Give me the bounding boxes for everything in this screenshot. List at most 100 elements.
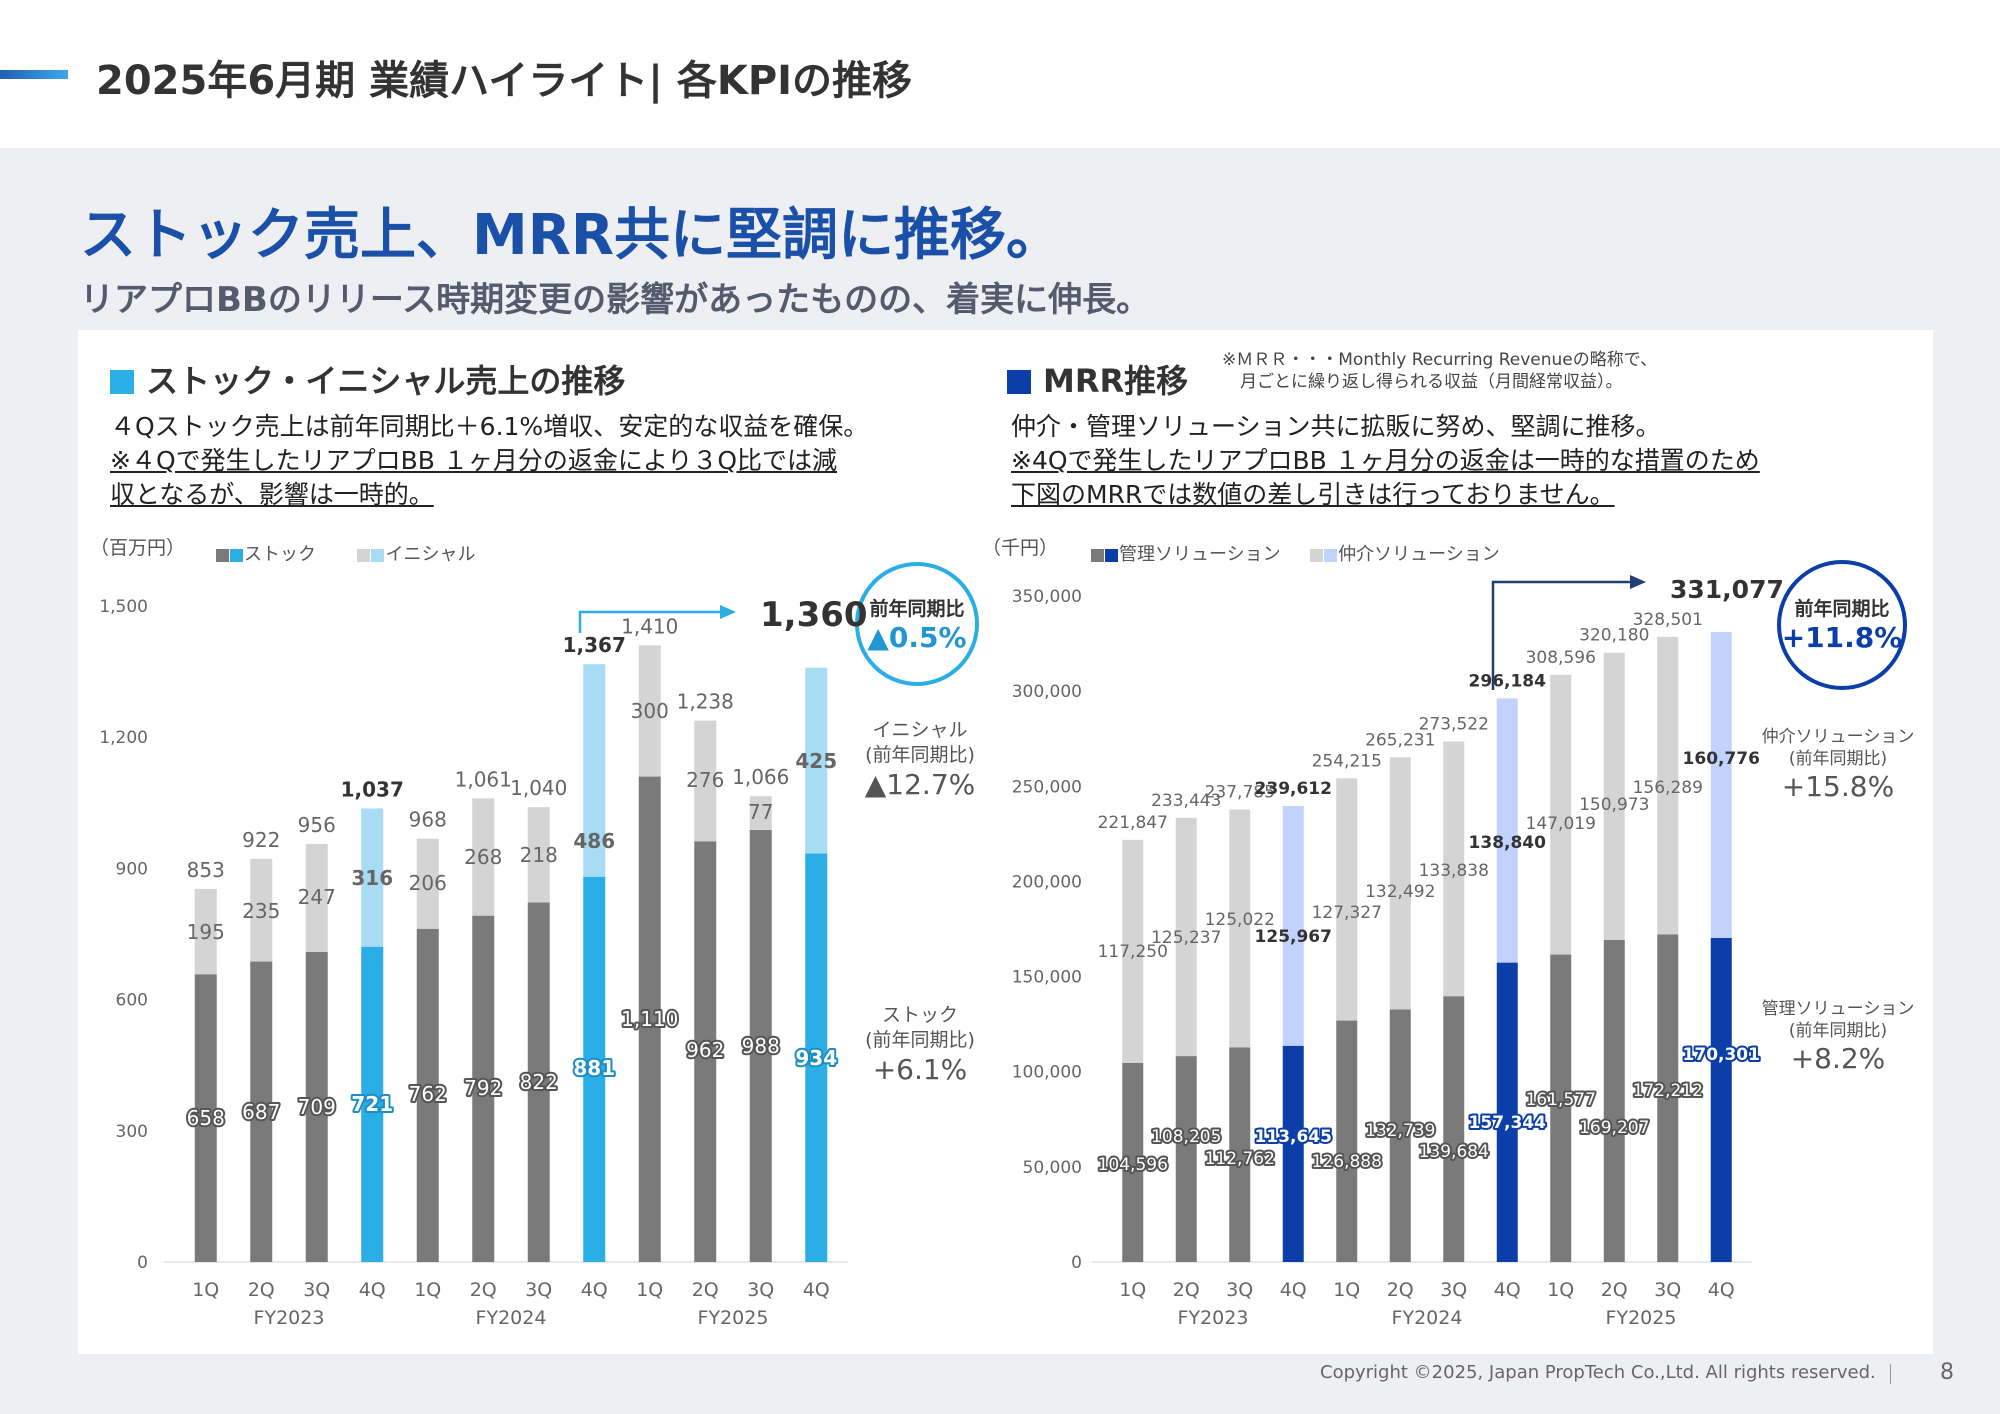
stock-value-label: 721 <box>351 1092 393 1116</box>
stock-bar <box>416 928 439 1262</box>
left-total-label: 968 <box>409 808 447 832</box>
left-yoy-circle: 前年同期比 ▲0.5% <box>855 562 979 686</box>
left-category-label: 1Q <box>192 1279 219 1301</box>
broker-bar <box>1603 652 1625 941</box>
stock-bar <box>305 951 328 1262</box>
left-group-label: FY2025 <box>698 1307 769 1329</box>
left-category-label: 2Q <box>692 1279 719 1301</box>
left-section-title: ストック・イニシャル売上の推移 <box>110 356 625 402</box>
stock-bar <box>805 853 828 1262</box>
arrow-head-icon <box>1630 575 1646 589</box>
broker-bar <box>1229 809 1251 1048</box>
right-category-label: 4Q <box>1280 1279 1307 1301</box>
initial-bar <box>194 888 217 975</box>
mgmt-bar <box>1389 1009 1411 1262</box>
page-number: 8 <box>1940 1360 1954 1385</box>
stock-value-label: 962 <box>686 1038 724 1062</box>
legend-initial-swatch <box>357 544 385 565</box>
left-trend-arrow <box>578 610 720 633</box>
left-category-label: 2Q <box>248 1279 275 1301</box>
right-category-label: 1Q <box>1547 1279 1574 1301</box>
legend-initial-label: イニシャル <box>385 544 476 565</box>
stock-value-label: 934 <box>795 1046 837 1070</box>
footer-separator <box>1890 1364 1891 1384</box>
left-category-label: 2Q <box>470 1279 497 1301</box>
copyright-text: Copyright ©2025, Japan PropTech Co.,Ltd.… <box>1320 1362 1876 1383</box>
right-legend: 管理ソリューション 仲介ソリューション <box>1091 540 1500 566</box>
initial-value-label: 195 <box>187 920 225 944</box>
mgmt-value-label: 161,577 <box>1526 1090 1596 1110</box>
right-desc-line2: ※4Qで発生したリアプロBB １ヶ月分の返金は一時的な措置のため <box>1011 446 1760 475</box>
mrr-note: ※ＭＲＲ・・・Monthly Recurring Revenueの略称で、 月ご… <box>1222 349 1657 393</box>
initial-bar <box>305 843 328 952</box>
broker-bar <box>1496 698 1518 963</box>
left-category-label: 1Q <box>636 1279 663 1301</box>
initial-bar <box>583 664 606 877</box>
mgmt-bar <box>1657 934 1679 1262</box>
right-unit-label: （千円） <box>982 537 1059 559</box>
right-group-label: FY2025 <box>1606 1307 1677 1329</box>
yoy-broker-sub: (前年同期比) <box>1788 749 1888 769</box>
right-ytick-label: 50,000 <box>1023 1158 1082 1178</box>
right-category-label: 2Q <box>1173 1279 1200 1301</box>
left-desc-line3: 収となるが、影響は一時的。 <box>110 480 434 509</box>
stock-bar <box>527 902 550 1262</box>
right-total-label: 237,785 <box>1205 783 1275 803</box>
left-ytick-label: 0 <box>137 1253 148 1273</box>
broker-bar <box>1282 806 1304 1046</box>
page-title: 2025年6月期 業績ハイライト| 各KPIの推移 <box>96 58 913 104</box>
header-accent-line <box>0 70 68 79</box>
legend-stock-label: ストック <box>244 544 316 565</box>
broker-value-label: 138,840 <box>1469 833 1547 853</box>
subheadline: リアプロBBのリリース時期変更の影響があったものの、着実に伸長。 <box>80 280 1151 320</box>
legend-mgmt-label: 管理ソリューション <box>1119 544 1281 565</box>
initial-bar <box>805 667 828 854</box>
mgmt-value-label: 108,205 <box>1151 1127 1221 1147</box>
left-desc-line1: ４Qストック売上は前年同期比＋6.1%増収、安定的な収益を確保。 <box>110 412 869 441</box>
broker-value-label: 125,237 <box>1151 928 1221 948</box>
initial-value-label: 425 <box>795 749 837 773</box>
right-total-label: 328,501 <box>1633 610 1703 630</box>
right-section-title: MRR推移 <box>1007 356 1188 402</box>
right-category-label: 3Q <box>1226 1279 1253 1301</box>
left-section-title-text: ストック・イニシャル売上の推移 <box>146 362 626 400</box>
left-category-label: 4Q <box>581 1279 608 1301</box>
left-description: ４Qストック売上は前年同期比＋6.1%増収、安定的な収益を確保。 ※４Qで発生し… <box>110 410 868 512</box>
mgmt-value-label: 157,344 <box>1469 1113 1547 1133</box>
initial-bar <box>527 807 550 903</box>
square-bullet-icon <box>110 370 134 394</box>
stock-bar <box>749 829 772 1262</box>
stock-value-label: 762 <box>409 1082 447 1106</box>
right-latest-total: 331,077 <box>1670 575 1784 604</box>
right-category-label: 4Q <box>1708 1279 1735 1301</box>
stock-bar <box>638 776 661 1262</box>
stock-bar <box>361 946 384 1262</box>
yoy-initial-label: イニシャル <box>872 719 968 741</box>
right-total-label: 233,443 <box>1151 791 1221 811</box>
initial-bar <box>361 808 384 947</box>
right-yoy-mgmt: 管理ソリューション (前年同期比) +8.2% <box>1748 998 1928 1075</box>
right-ytick-label: 150,000 <box>1012 968 1082 988</box>
broker-value-label: 125,967 <box>1255 927 1332 947</box>
broker-bar <box>1710 632 1732 938</box>
legend-broker-swatch <box>1310 544 1338 565</box>
stock-value-label: 988 <box>742 1034 780 1058</box>
broker-value-label: 125,022 <box>1205 910 1275 930</box>
broker-value-label: 150,973 <box>1579 795 1649 815</box>
left-total-label: 1,066 <box>732 765 789 789</box>
right-group-label: FY2024 <box>1392 1307 1463 1329</box>
left-category-label: 3Q <box>303 1279 330 1301</box>
initial-bar <box>472 798 495 916</box>
stock-bar <box>250 961 273 1262</box>
left-total-label: 1,367 <box>563 633 626 657</box>
initial-value-label: 300 <box>631 699 669 723</box>
broker-value-label: 133,838 <box>1419 861 1489 881</box>
broker-bar <box>1389 757 1411 1010</box>
right-section-title-text: MRR推移 <box>1043 362 1189 400</box>
right-category-label: 3Q <box>1654 1279 1681 1301</box>
right-group-label: FY2023 <box>1178 1307 1249 1329</box>
left-category-label: 3Q <box>747 1279 774 1301</box>
left-circle-label: 前年同期比 <box>869 598 965 620</box>
right-circle-label: 前年同期比 <box>1794 598 1890 620</box>
yoy-initial-sub: (前年同期比) <box>865 744 975 766</box>
